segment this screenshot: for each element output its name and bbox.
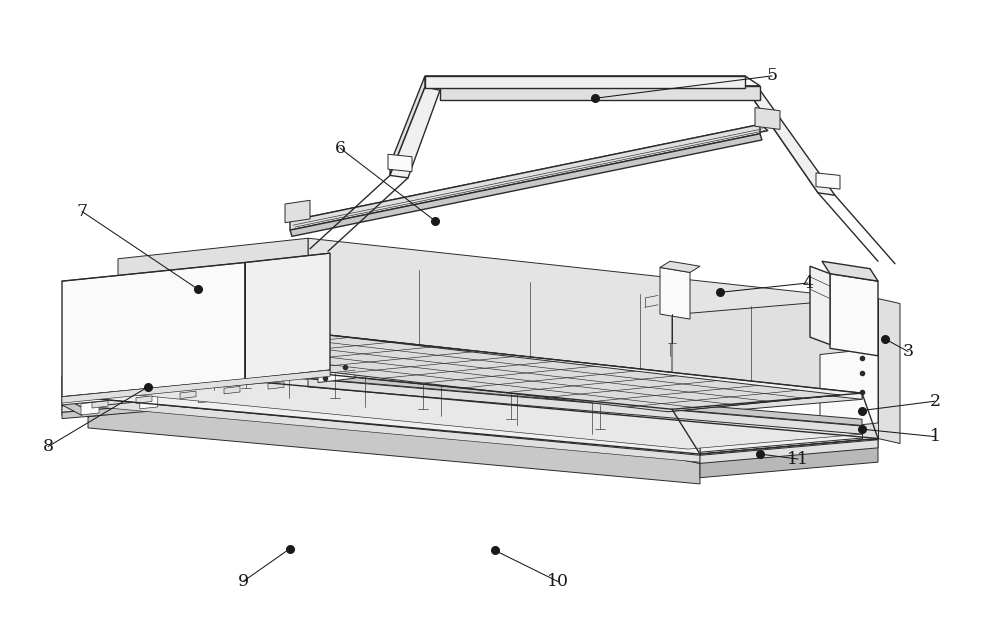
Polygon shape <box>88 360 700 455</box>
Polygon shape <box>330 379 700 463</box>
Polygon shape <box>862 299 878 439</box>
Polygon shape <box>138 333 840 412</box>
Polygon shape <box>88 398 700 484</box>
Polygon shape <box>290 124 768 227</box>
Polygon shape <box>62 370 330 403</box>
Polygon shape <box>62 381 350 412</box>
Text: 8: 8 <box>42 438 54 455</box>
Polygon shape <box>700 439 878 462</box>
Polygon shape <box>350 388 700 463</box>
Polygon shape <box>390 87 440 178</box>
Text: 6: 6 <box>334 139 346 157</box>
Text: 10: 10 <box>547 573 569 590</box>
Polygon shape <box>88 383 878 454</box>
Polygon shape <box>290 134 762 236</box>
Text: 3: 3 <box>902 343 914 360</box>
Polygon shape <box>62 372 112 385</box>
Polygon shape <box>118 378 862 449</box>
Polygon shape <box>62 388 350 419</box>
Polygon shape <box>755 108 780 129</box>
Text: 5: 5 <box>766 67 778 85</box>
Polygon shape <box>308 372 862 425</box>
Polygon shape <box>285 200 310 223</box>
Polygon shape <box>88 383 265 406</box>
Polygon shape <box>92 401 108 408</box>
Polygon shape <box>388 154 412 172</box>
Polygon shape <box>425 76 760 86</box>
Polygon shape <box>425 76 745 88</box>
Polygon shape <box>440 86 760 100</box>
Text: 4: 4 <box>802 274 814 292</box>
Polygon shape <box>198 389 217 403</box>
Polygon shape <box>312 377 328 384</box>
Text: 1: 1 <box>930 428 940 445</box>
Polygon shape <box>672 393 862 415</box>
Polygon shape <box>700 429 878 452</box>
Text: 11: 11 <box>787 450 809 468</box>
Polygon shape <box>810 266 830 345</box>
Polygon shape <box>81 402 99 415</box>
Polygon shape <box>820 348 878 429</box>
Polygon shape <box>88 286 118 398</box>
Polygon shape <box>268 382 284 389</box>
Polygon shape <box>245 253 330 379</box>
Polygon shape <box>390 76 425 175</box>
Polygon shape <box>316 378 334 391</box>
Polygon shape <box>308 379 862 434</box>
Polygon shape <box>136 396 152 403</box>
Polygon shape <box>62 398 88 415</box>
Polygon shape <box>62 372 108 405</box>
Polygon shape <box>224 386 240 394</box>
Polygon shape <box>257 384 275 397</box>
Polygon shape <box>290 124 760 230</box>
Polygon shape <box>878 299 900 443</box>
Polygon shape <box>308 333 862 399</box>
Polygon shape <box>62 397 82 415</box>
Polygon shape <box>318 363 355 383</box>
Polygon shape <box>118 333 308 360</box>
Polygon shape <box>660 261 700 272</box>
Polygon shape <box>745 87 835 195</box>
Polygon shape <box>672 299 862 409</box>
Polygon shape <box>816 173 840 189</box>
Polygon shape <box>88 398 700 462</box>
Polygon shape <box>700 439 878 478</box>
Polygon shape <box>118 342 672 409</box>
Polygon shape <box>118 238 308 353</box>
Polygon shape <box>180 391 196 399</box>
Text: 2: 2 <box>929 392 941 410</box>
Polygon shape <box>700 440 878 463</box>
Polygon shape <box>830 274 878 356</box>
Polygon shape <box>308 238 862 393</box>
Polygon shape <box>140 396 158 409</box>
Text: 9: 9 <box>237 573 249 590</box>
Polygon shape <box>822 261 878 281</box>
Polygon shape <box>745 76 818 193</box>
Polygon shape <box>62 370 350 407</box>
Polygon shape <box>660 267 690 319</box>
Polygon shape <box>62 262 245 397</box>
Text: 7: 7 <box>76 203 88 220</box>
